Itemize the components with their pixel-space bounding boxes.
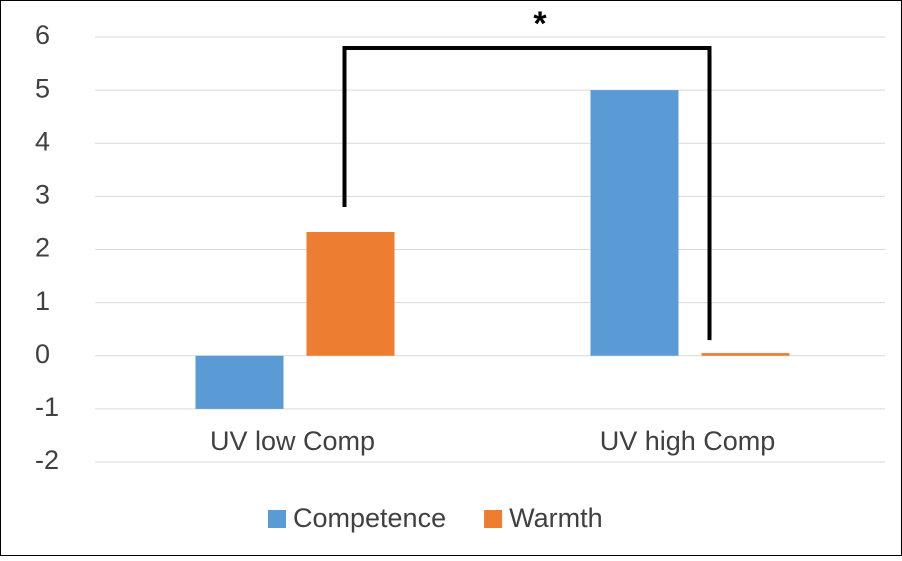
y-tick-label: -1 [35,392,59,422]
significance-bracket [342,46,712,341]
legend-swatch [484,510,503,528]
bar [701,353,790,356]
y-tick-label: 3 [35,180,50,210]
legend-swatch [268,510,286,528]
y-tick-label: 2 [35,233,50,263]
x-tick-label: UV low Comp [210,426,375,456]
y-tick-label: 5 [35,73,50,103]
bar [195,355,284,409]
x-tick-label: UV high Comp [600,426,776,456]
bar [590,90,679,356]
y-tick-label: 1 [35,286,50,316]
y-tick-label: -2 [35,445,59,475]
legend-label: Competence [293,503,446,533]
legend-label: Warmth [509,503,603,533]
y-tick-label: 0 [35,339,50,369]
significance-label: * [533,5,547,43]
bar [306,231,395,356]
y-tick-label: 4 [35,126,50,156]
y-tick-label: 6 [35,20,50,50]
